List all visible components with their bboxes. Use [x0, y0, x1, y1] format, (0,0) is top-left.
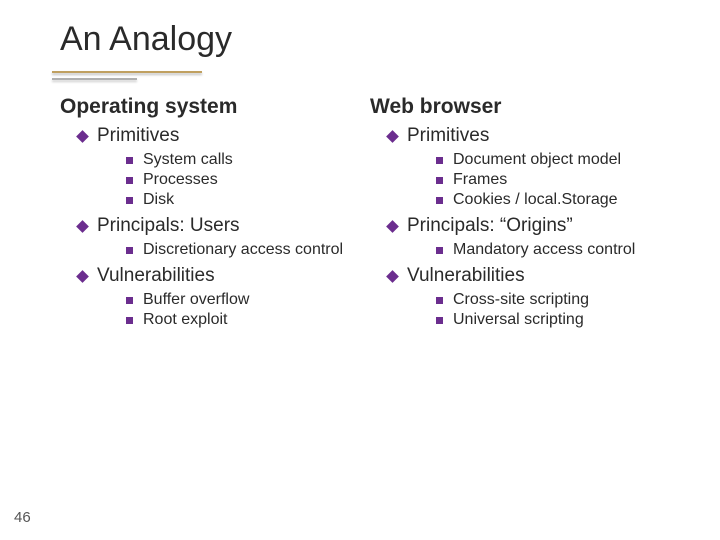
left-column-heading: Operating system: [60, 95, 370, 119]
left-column: Operating system Primitives System calls…: [60, 95, 370, 335]
list-item: Cross-site scripting: [436, 291, 680, 309]
square-bullet-icon: [436, 317, 443, 324]
sub-list: System calls Processes Disk: [126, 151, 370, 209]
list-item: Universal scripting: [436, 311, 680, 329]
list-item: Mandatory access control: [436, 241, 680, 259]
list-item: Processes: [126, 171, 370, 189]
section-label: Primitives: [407, 125, 489, 147]
square-bullet-icon: [126, 197, 133, 204]
sub-list: Document object model Frames Cookies / l…: [436, 151, 680, 209]
diamond-bullet-icon: [386, 270, 399, 283]
slide: An Analogy Operating system Primitives S…: [0, 0, 720, 540]
item-text: Cross-site scripting: [453, 291, 589, 309]
list-item: Disk: [126, 191, 370, 209]
section-label: Vulnerabilities: [97, 265, 215, 287]
section-primitives: Primitives System calls Processes Disk: [78, 125, 370, 209]
underline-bar-top: [52, 71, 202, 73]
slide-title: An Analogy: [60, 20, 680, 59]
item-text: Discretionary access control: [143, 241, 343, 259]
list-item: Frames: [436, 171, 680, 189]
sub-list: Mandatory access control: [436, 241, 680, 259]
list-item: Discretionary access control: [126, 241, 370, 259]
diamond-bullet-icon: [386, 130, 399, 143]
title-underline: [52, 71, 680, 81]
list-item: Vulnerabilities: [388, 265, 680, 287]
diamond-bullet-icon: [386, 220, 399, 233]
list-item: Vulnerabilities: [78, 265, 370, 287]
list-item: Primitives: [78, 125, 370, 147]
section-label: Primitives: [97, 125, 179, 147]
section-vulnerabilities: Vulnerabilities Cross-site scripting Uni…: [388, 265, 680, 329]
item-text: Universal scripting: [453, 311, 584, 329]
right-column: Web browser Primitives Document object m…: [370, 95, 680, 335]
sub-list: Cross-site scripting Universal scripting: [436, 291, 680, 329]
diamond-bullet-icon: [76, 130, 89, 143]
item-text: Processes: [143, 171, 218, 189]
section-principals: Principals: “Origins” Mandatory access c…: [388, 215, 680, 259]
underline-bar-bottom: [52, 78, 137, 80]
square-bullet-icon: [126, 247, 133, 254]
item-text: Mandatory access control: [453, 241, 635, 259]
section-vulnerabilities: Vulnerabilities Buffer overflow Root exp…: [78, 265, 370, 329]
item-text: Document object model: [453, 151, 621, 169]
square-bullet-icon: [126, 177, 133, 184]
list-item: Primitives: [388, 125, 680, 147]
square-bullet-icon: [436, 177, 443, 184]
list-item: System calls: [126, 151, 370, 169]
diamond-bullet-icon: [76, 220, 89, 233]
square-bullet-icon: [126, 297, 133, 304]
sub-list: Buffer overflow Root exploit: [126, 291, 370, 329]
sub-list: Discretionary access control: [126, 241, 370, 259]
list-item: Root exploit: [126, 311, 370, 329]
section-principals: Principals: Users Discretionary access c…: [78, 215, 370, 259]
list-item: Principals: Users: [78, 215, 370, 237]
list-item: Cookies / local.Storage: [436, 191, 680, 209]
square-bullet-icon: [436, 247, 443, 254]
item-text: System calls: [143, 151, 233, 169]
right-column-heading: Web browser: [370, 95, 680, 119]
section-label: Vulnerabilities: [407, 265, 525, 287]
section-label: Principals: “Origins”: [407, 215, 573, 237]
item-text: Frames: [453, 171, 507, 189]
list-item: Buffer overflow: [126, 291, 370, 309]
item-text: Cookies / local.Storage: [453, 191, 618, 209]
square-bullet-icon: [436, 197, 443, 204]
list-item: Principals: “Origins”: [388, 215, 680, 237]
item-text: Root exploit: [143, 311, 228, 329]
section-label: Principals: Users: [97, 215, 240, 237]
list-item: Document object model: [436, 151, 680, 169]
page-number: 46: [14, 509, 31, 526]
section-primitives: Primitives Document object model Frames …: [388, 125, 680, 209]
item-text: Buffer overflow: [143, 291, 249, 309]
square-bullet-icon: [436, 297, 443, 304]
item-text: Disk: [143, 191, 174, 209]
diamond-bullet-icon: [76, 270, 89, 283]
two-column-layout: Operating system Primitives System calls…: [60, 95, 680, 335]
square-bullet-icon: [126, 317, 133, 324]
square-bullet-icon: [126, 157, 133, 164]
square-bullet-icon: [436, 157, 443, 164]
